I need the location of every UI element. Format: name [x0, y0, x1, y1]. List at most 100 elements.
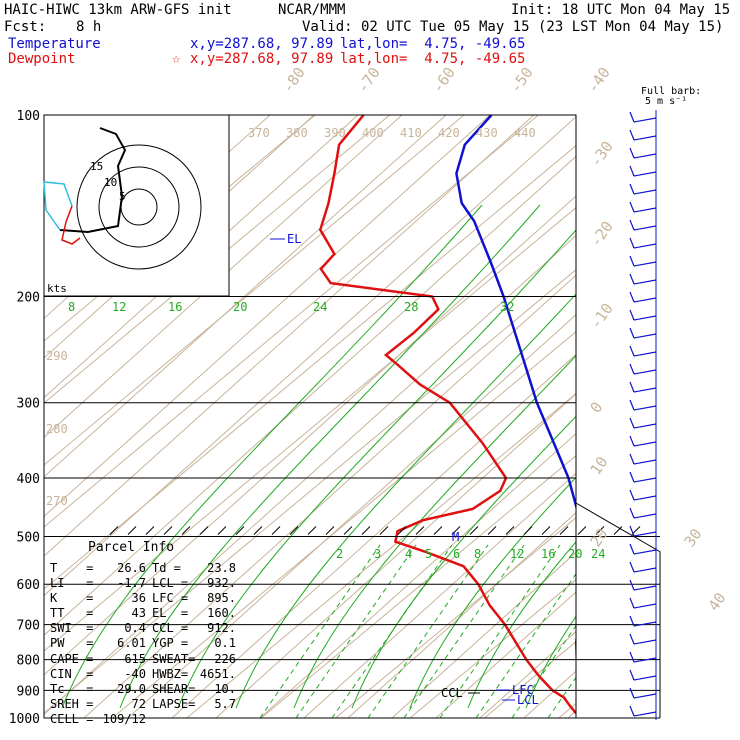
parcel-label: Tc =	[50, 681, 94, 696]
wind-barb	[633, 207, 657, 213]
parcel-value: 895.	[207, 591, 236, 606]
wind-barb-flag	[629, 147, 635, 159]
moist-adiabat-line	[467, 541, 576, 709]
parcel-label: PW =	[50, 636, 94, 651]
isotherm-line	[44, 115, 465, 466]
init-time: Init: 18 UTC Mon 04 May 15	[511, 2, 731, 18]
mixing-ratio-dashed	[259, 544, 381, 718]
theta-label: 420	[438, 126, 460, 140]
parcel-value: -40	[124, 666, 146, 681]
parcel-label: SWEAT=	[152, 651, 196, 666]
isotherm-line	[484, 641, 576, 718]
dewpoint-xy: x,y=287.68, 97.89	[190, 51, 334, 67]
freezing-hatch	[217, 526, 227, 535]
temperature-tick-label: 30	[681, 525, 706, 550]
dry-adiabat-line	[83, 274, 576, 718]
wind-barb-flag	[629, 183, 635, 195]
dry-adiabat-line	[44, 115, 491, 517]
wind-barb-flag	[629, 525, 635, 537]
parcel-label: K =	[50, 591, 94, 606]
isotherm-line	[44, 115, 539, 528]
wind-barb-flag	[629, 543, 635, 555]
hodograph-ring	[98, 166, 180, 248]
isotherm-line	[335, 517, 576, 718]
wind-barb	[633, 495, 657, 501]
pressure-tick-label: 800	[17, 654, 40, 669]
wind-barb-flag	[629, 471, 635, 483]
parcel-row: LI = -1.7 LCL = 932.	[50, 576, 236, 591]
wind-barb-flag	[629, 489, 635, 501]
lcl-label: LCL	[517, 693, 539, 707]
wind-barb	[633, 621, 657, 627]
freezing-hatch	[361, 526, 371, 535]
parcel-value: 226	[214, 651, 236, 666]
parcel-value: 912.	[207, 621, 236, 636]
moist-adiabat-line	[235, 293, 576, 709]
parcel-row: SREH = 72 LAPSE= 5.7	[50, 697, 236, 712]
parcel-label: LFC =	[152, 591, 189, 606]
parcel-label: HWBZ=	[152, 666, 189, 681]
hodograph-ring-label: 10	[104, 176, 117, 189]
parcel-value: 36	[131, 591, 146, 606]
temperature-tick-label: -50	[507, 64, 537, 97]
parcel-value: 6.01	[117, 636, 146, 651]
barb-legend-units: 5 m s⁻¹	[645, 96, 688, 107]
fcst-label: Fcst:	[4, 19, 47, 35]
theta-label: 280	[46, 422, 68, 436]
parcel-label: CIN =	[50, 666, 94, 681]
wind-barb	[633, 117, 657, 123]
dry-adiabat-line	[523, 670, 576, 718]
wind-barb-flag	[629, 453, 635, 465]
temperature-tick-label: -80	[279, 64, 309, 97]
parcel-value: 5.7	[214, 696, 236, 711]
pressure-tick-label: 100	[17, 109, 40, 124]
wind-barb	[633, 171, 657, 177]
wind-barb-flag	[629, 399, 635, 411]
isotherm-line	[112, 331, 576, 718]
parcel-row: PW = 6.01 YGP = 0.1	[50, 636, 236, 651]
mixing-ratio-label: 16	[168, 300, 182, 314]
wind-barb	[633, 639, 657, 645]
parcel-label: LCL =	[152, 576, 189, 591]
isotherm-line	[409, 579, 576, 718]
wind-barb-flag	[629, 435, 635, 447]
wind-barb-flag	[629, 417, 635, 429]
wind-barb-flag	[629, 579, 635, 591]
mixing-ratio-dashed	[367, 544, 489, 718]
mixing-ratio-label: 24	[313, 300, 327, 314]
model-title: HAIC-HIWC 13km ARW-GFS init	[4, 2, 232, 18]
freezing-hatch	[397, 526, 407, 535]
theta-label: 440	[514, 126, 536, 140]
wind-barb	[633, 243, 657, 249]
dewpoint-star-icon: ☆	[172, 51, 181, 67]
wind-barb-flag	[629, 273, 635, 285]
parcel-label: LI =	[50, 576, 94, 591]
parcel-info-table: T = 26.6 Td = 23.8 LI = -1.7 LCL = 932. K = 36 LFC…	[50, 561, 236, 727]
isotherm-line	[558, 703, 576, 718]
temperature-tick-label: -40	[584, 64, 614, 97]
mixing-ratio-label: 16	[541, 547, 555, 561]
parcel-label: TT =	[50, 606, 94, 621]
wind-barb-flag	[629, 237, 635, 249]
wind-barb	[633, 279, 657, 285]
freezing-hatch	[199, 526, 209, 535]
mixing-ratio-dashed	[403, 544, 525, 718]
wind-barb-flag	[629, 687, 635, 699]
dry-adiabat-line	[44, 115, 535, 557]
isotherm-line	[44, 207, 576, 652]
pressure-tick-label: 500	[17, 530, 40, 545]
valid-time: Valid: 02 UTC Tue 05 May 15 (23 LST Mon …	[302, 19, 724, 35]
pressure-tick-label: 200	[17, 291, 40, 306]
dry-adiabat-line	[391, 552, 576, 718]
parcel-value: 10.	[214, 681, 236, 696]
mixing-ratio-label: 20	[568, 547, 582, 561]
parcel-value: 0.4	[124, 621, 146, 636]
temperature-tick-label: 40	[705, 589, 730, 614]
wind-barb-flag	[629, 561, 635, 573]
pressure-tick-label: 300	[17, 397, 40, 412]
wind-barb	[633, 441, 657, 447]
parcel-value: 29.0	[117, 681, 146, 696]
temperature-tick-label: -60	[429, 64, 459, 97]
